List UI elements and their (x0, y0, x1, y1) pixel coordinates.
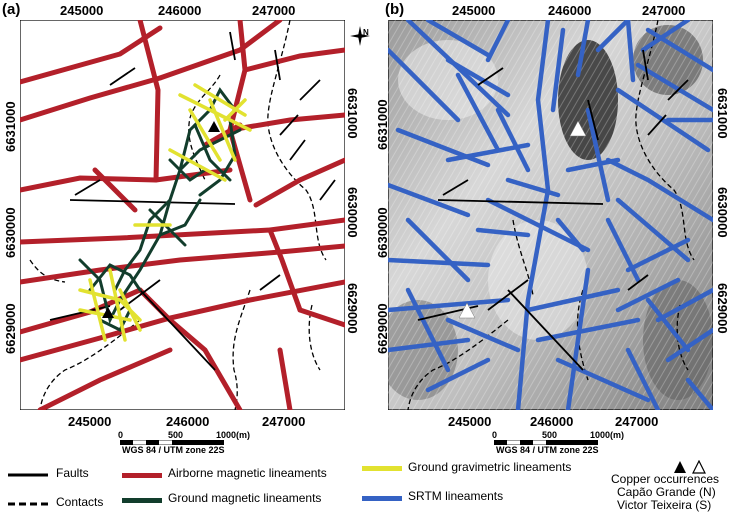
panel-b-capao-grande-marker (569, 120, 587, 137)
panel-b-bottom-x-tick-2: 246000 (530, 414, 574, 429)
panel-a-faults (49, 31, 336, 371)
panel-a-scale-bar: 0 500 1000(m) WGS 84 / UTM zone 22S (118, 430, 258, 455)
legend: Faults Contacts Airborne magnetic lineam… (0, 458, 733, 512)
panel-b-right-y-tick-1: 6631000 (715, 88, 730, 139)
legend-srtm-swatch (362, 496, 402, 501)
legend-copper-symbols (674, 460, 706, 474)
legend-airborne-label: Airborne magnetic lineaments (168, 466, 327, 480)
panel-a-bottom-x-tick-3: 247000 (262, 414, 306, 429)
north-arrow: N (348, 24, 372, 48)
panel-a-right-y-tick-3: 6629000 (345, 283, 360, 334)
panel-b-map (388, 20, 713, 410)
panel-b-top-x-tick-2: 246000 (548, 3, 592, 18)
panel-a-top-x-tick-2: 246000 (158, 3, 202, 18)
panel-a-right-y-tick-2: 6630000 (345, 187, 360, 238)
panel-b-top-x-tick-1: 245000 (452, 3, 496, 18)
panel-a-capao-grande-marker (208, 121, 220, 132)
legend-airborne-swatch (122, 473, 162, 478)
panel-b-victor-teixeira-marker (458, 302, 476, 319)
legend-faults-label: Faults (56, 466, 89, 480)
panel-a-left-y-tick-1: 6631000 (3, 101, 18, 152)
legend-faults-swatch (8, 473, 48, 477)
panel-b-top-x-tick-3: 247000 (642, 3, 686, 18)
panel-a-left-y-tick-3: 6629000 (3, 303, 18, 354)
panel-b-scale-1000: 1000(m) (590, 430, 625, 440)
legend-ground-gravimetric-swatch (362, 466, 402, 471)
north-label: N (363, 28, 369, 37)
legend-contacts-swatch (8, 502, 48, 506)
panel-a-bottom-x-tick-2: 246000 (166, 414, 210, 429)
panel-b-srtm-lineaments (388, 20, 713, 410)
panel-a-scale-0: 0 (118, 430, 124, 440)
panel-a-top-x-tick-3: 247000 (252, 3, 296, 18)
panel-a-scale-500: 500 (168, 430, 184, 440)
panel-b-scale-crs: WGS 84 / UTM zone 22S (496, 445, 599, 455)
panel-b-scale-500: 500 (542, 430, 558, 440)
panel-a-top-x-tick-1: 245000 (60, 3, 104, 18)
panel-a-scale-crs: WGS 84 / UTM zone 22S (122, 445, 225, 455)
legend-srtm-label: SRTM lineaments (408, 489, 504, 503)
panel-b-faults (417, 49, 689, 371)
panel-b-bottom-x-tick-3: 247000 (615, 414, 659, 429)
legend-victor-teixeira: Victor Teixeira (S) (617, 498, 712, 512)
panel-a-right-y-tick-1: 6631000 (345, 88, 360, 139)
panel-b-right-y-tick-2: 6630000 (715, 187, 730, 238)
panel-a-scale-1000: 1000(m) (216, 430, 251, 440)
panel-a-victor-teixeira-marker (102, 307, 114, 318)
panel-a-left-y-tick-2: 6630000 (3, 207, 18, 258)
legend-ground-gravimetric-label: Ground gravimetric lineaments (408, 460, 572, 474)
panel-a-label: (a) (2, 1, 21, 18)
legend-copper-title: Copper occurrences (611, 472, 720, 486)
panel-b-right-y-tick-3: 6629000 (715, 283, 730, 334)
legend-capao-grande: Capão Grande (N) (617, 485, 716, 499)
panel-a-map (20, 20, 345, 410)
panel-a: (a) 245000 246000 247000 6631000 6630000… (0, 0, 362, 455)
panel-b-scale-0: 0 (492, 430, 498, 440)
panel-b-label: (b) (385, 1, 405, 18)
legend-ground-magnetic-label: Ground magnetic lineaments (168, 491, 322, 505)
panel-b-scale-bar: 0 500 1000(m) WGS 84 / UTM zone 22S (492, 430, 632, 455)
panel-a-ground-gravimetric (78, 83, 252, 342)
legend-contacts-label: Contacts (56, 495, 104, 509)
panel-b: (b) 245000 246000 247000 6631000 6630000… (370, 0, 733, 455)
panel-b-bottom-x-tick-1: 245000 (448, 414, 492, 429)
panel-a-bottom-x-tick-1: 245000 (68, 414, 112, 429)
legend-ground-magnetic-swatch (122, 498, 162, 503)
